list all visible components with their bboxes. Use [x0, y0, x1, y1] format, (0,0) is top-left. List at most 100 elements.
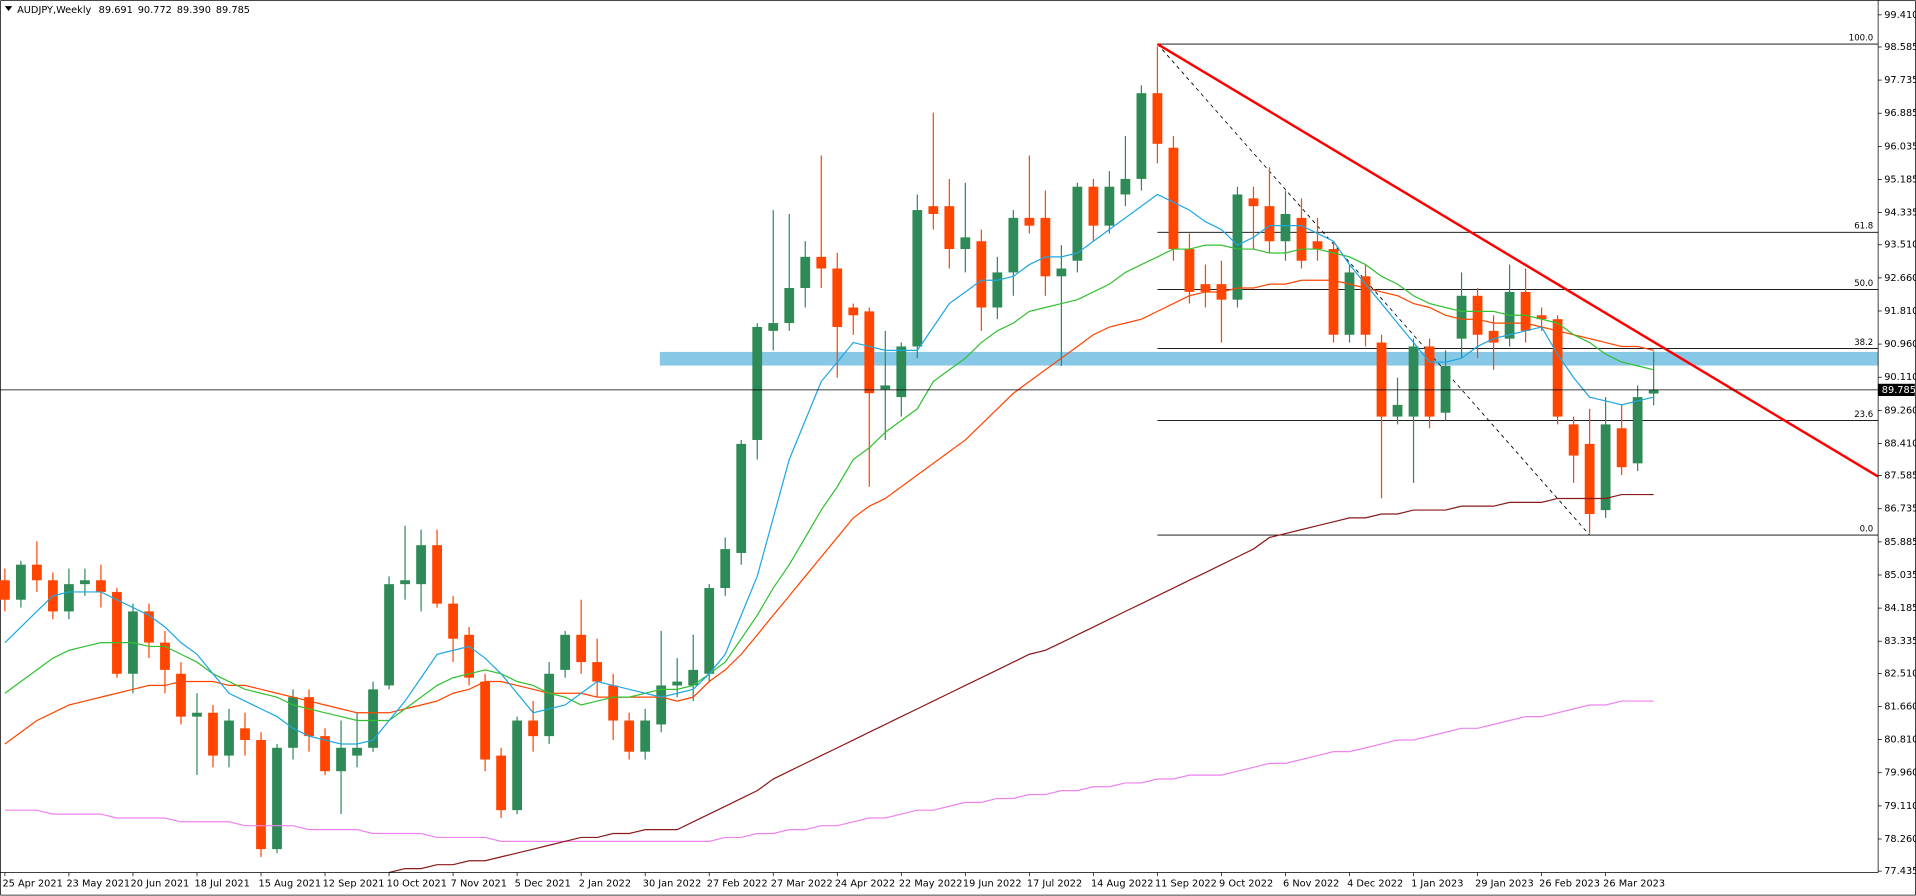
candle-body [1056, 268, 1067, 277]
candle-body [480, 681, 490, 760]
candle-body [1104, 186, 1115, 226]
fib-diagonal [1157, 43, 1590, 536]
x-tick-label: 11 Sep 2022 [1155, 878, 1217, 889]
fib-layer: 100.0 61.8 50.0 38.2 23.6 0.0 [1157, 33, 1879, 536]
candle-body [1264, 206, 1275, 242]
candle-body [1280, 213, 1291, 242]
low-value: 89.390 [177, 5, 211, 16]
candle-body [992, 272, 1003, 308]
y-tick-label: 81.660 [1884, 702, 1916, 713]
moving-average [4, 700, 1654, 842]
candle-body [1248, 198, 1259, 207]
candle-body [1488, 330, 1499, 343]
candle-body [1040, 217, 1051, 277]
candle-body [288, 697, 298, 748]
candle-body [400, 580, 410, 585]
y-tick-label: 92.660 [1884, 273, 1916, 284]
y-tick-label: 80.810 [1884, 735, 1916, 746]
y-tick-label: 96.885 [1884, 108, 1916, 119]
candle-body [208, 712, 218, 756]
y-tick-label: 89.260 [1884, 405, 1916, 416]
current-price-box [1878, 383, 1915, 397]
x-tick-label: 14 Aug 2022 [1091, 878, 1154, 889]
candle-body [224, 720, 234, 756]
candle-body [352, 747, 362, 756]
candle-body [576, 634, 587, 663]
candle-body [800, 256, 811, 289]
candle-body [192, 712, 202, 717]
candle-body [816, 256, 827, 269]
candle-body [1184, 249, 1195, 292]
candle-body [1392, 404, 1403, 417]
y-tick-label: 77.435 [1884, 866, 1916, 877]
x-tick-label: 27 Feb 2022 [707, 878, 768, 889]
y-tick-label: 98.585 [1884, 42, 1916, 53]
candle-body [1552, 319, 1563, 417]
candle-body [144, 611, 154, 643]
moving-average [4, 193, 1654, 745]
x-tick-label: 29 Jan 2023 [1475, 878, 1534, 889]
x-tick-label: 25 Apr 2021 [2, 878, 62, 889]
candle-body [1008, 217, 1019, 273]
candle-body [912, 210, 923, 347]
candle-body [608, 685, 619, 721]
candle-body [448, 603, 458, 639]
x-tick-label: 20 Jun 2021 [131, 878, 190, 889]
fib-level-label: 100.0 [1849, 33, 1873, 43]
candle-body [1200, 284, 1211, 292]
current-price-label: 89.785 [1882, 385, 1916, 396]
ma-layer [4, 193, 1654, 874]
candle-body [0, 580, 10, 600]
candle-body [1344, 272, 1355, 335]
candle-body [432, 545, 442, 604]
y-tick-label: 79.960 [1884, 768, 1916, 779]
candle-body [528, 720, 539, 737]
candle-body [768, 323, 779, 331]
x-tick-label: 5 Dec 2021 [515, 878, 571, 889]
candle-body [1376, 342, 1387, 417]
x-tick-label: 26 Feb 2023 [1539, 878, 1600, 889]
candle-body [1520, 291, 1531, 331]
candle-body [240, 728, 250, 741]
y-tick-label: 91.810 [1884, 306, 1916, 317]
candle-body [1328, 249, 1339, 335]
candle-body [1168, 147, 1179, 250]
y-tick-label: 85.035 [1884, 570, 1916, 581]
menu-arrow[interactable] [4, 6, 13, 12]
candle-body [160, 642, 170, 670]
y-tick-label: 79.110 [1884, 801, 1916, 812]
x-tick-label: 1 Jan 2023 [1411, 878, 1463, 889]
candle-body [1456, 295, 1467, 339]
y-tick-label: 88.410 [1884, 438, 1916, 449]
x-tick-label: 19 Jun 2022 [963, 878, 1022, 889]
x-tick-label: 18 Jul 2021 [195, 878, 250, 889]
candle-body [96, 580, 106, 592]
candle-body [304, 697, 314, 737]
x-tick-label: 6 Nov 2022 [1283, 878, 1339, 889]
candle-body [1600, 424, 1611, 511]
candle-body [1584, 443, 1595, 515]
symbol: AUDJPY,Weekly [17, 5, 91, 16]
y-tick-label: 96.035 [1884, 141, 1916, 152]
candle-body [688, 669, 699, 686]
candle-body [1568, 424, 1579, 456]
y-tick-label: 85.885 [1884, 537, 1916, 548]
x-tick-label: 15 Aug 2021 [259, 878, 322, 889]
candle-body [368, 689, 378, 748]
candle-body [176, 673, 186, 717]
candle-body [848, 307, 859, 316]
candle-body [1296, 217, 1307, 261]
candle-body [896, 346, 907, 398]
candle-body [1360, 276, 1371, 335]
fib-level-label: 50.0 [1854, 279, 1873, 289]
candle-body [1408, 346, 1419, 417]
candle-body [656, 685, 667, 725]
candle-body [1312, 241, 1323, 250]
candle-body [384, 584, 394, 686]
candle-body [1088, 186, 1099, 226]
y-tick-label: 78.260 [1884, 834, 1916, 845]
candle-body [1136, 93, 1147, 179]
candle-body [944, 206, 955, 250]
high-value: 90.772 [138, 5, 172, 16]
